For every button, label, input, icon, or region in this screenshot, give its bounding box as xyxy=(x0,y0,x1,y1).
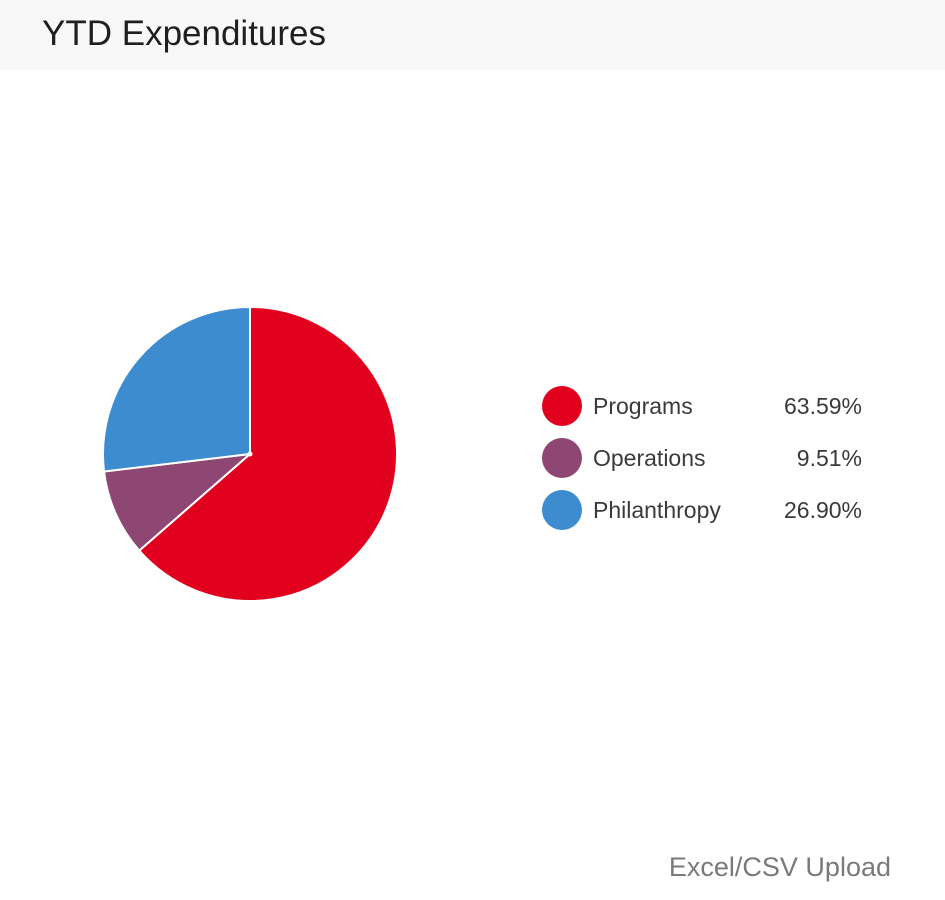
excel-csv-upload-link[interactable]: Excel/CSV Upload xyxy=(668,852,891,882)
chart-legend: Programs 63.59% Operations 9.51% Philanthrop… xyxy=(540,382,870,538)
legend-value: 9.51% xyxy=(796,445,862,471)
legend-label: Operations xyxy=(593,445,706,471)
legend-swatch-operations xyxy=(542,438,582,478)
pie-slice-operations[interactable] xyxy=(103,453,251,552)
legend-swatch-programs xyxy=(542,386,582,426)
pie-center-dot xyxy=(247,451,253,457)
pie-slice-philanthropy[interactable] xyxy=(102,306,251,473)
legend-value: 63.59% xyxy=(783,393,862,419)
pie-svg xyxy=(102,306,398,602)
legend-label: Programs xyxy=(593,393,693,419)
legend-swatch-philanthropy xyxy=(542,490,582,530)
expenditures-pie-chart xyxy=(100,304,400,604)
legend-item-operations[interactable]: Operations 9.51% xyxy=(540,434,870,486)
legend-item-philanthropy[interactable]: Philanthropy 26.90% xyxy=(540,486,870,538)
legend-value: 26.90% xyxy=(783,497,862,523)
legend-label: Philanthropy xyxy=(593,497,721,523)
widget-title: YTD Expenditures xyxy=(42,14,327,53)
pie-slice-programs[interactable] xyxy=(138,306,398,602)
widget-header: YTD Expenditures xyxy=(0,0,945,70)
legend-item-programs[interactable]: Programs 63.59% xyxy=(540,382,870,434)
